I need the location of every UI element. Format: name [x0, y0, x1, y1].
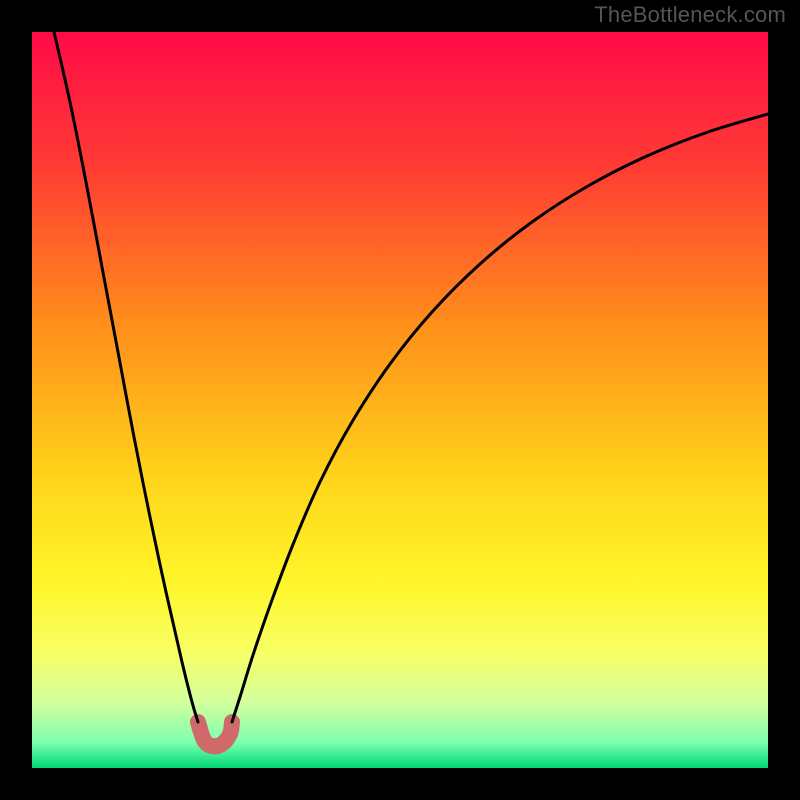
plot-border [0, 0, 800, 800]
chart-container: TheBottleneck.com [0, 0, 800, 800]
